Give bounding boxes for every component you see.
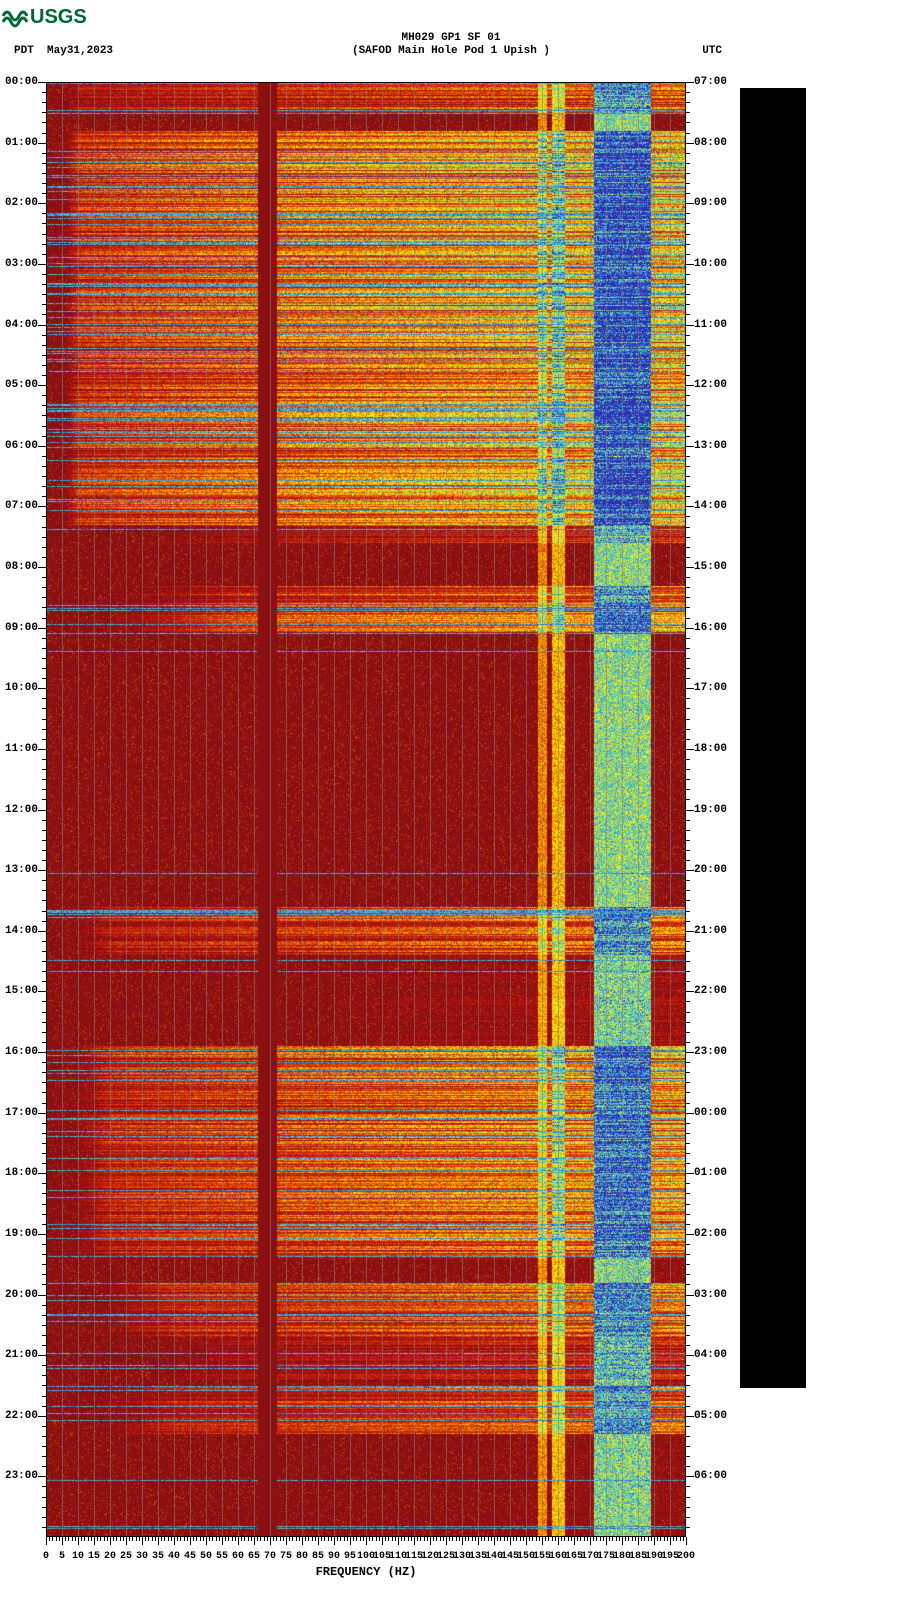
left-tz-label: PDT [14,45,34,57]
ytick-right: 12:00 [694,379,744,391]
xtick-label: 15 [88,1551,100,1562]
ytick-right: 14:00 [694,500,744,512]
ytick-right: 13:00 [694,440,744,452]
xtick-label: 0 [43,1551,49,1562]
ytick-right: 04:00 [694,1349,744,1361]
spectrogram-plot: 00:0007:0001:0008:0002:0009:0003:0010:00… [46,82,686,1537]
ytick-right: 22:00 [694,985,744,997]
usgs-logo-text: USGS [30,6,87,29]
ytick-left: 07:00 [0,500,38,512]
xtick-label: 95 [344,1551,356,1562]
ytick-left: 04:00 [0,319,38,331]
xtick-label: 40 [168,1551,180,1562]
ytick-left: 05:00 [0,379,38,391]
xtick-label: 30 [136,1551,148,1562]
header-date: May31,2023 [47,45,113,57]
header-right-tz: UTC [702,45,722,57]
ytick-right: 07:00 [694,76,744,88]
ytick-right: 20:00 [694,864,744,876]
ytick-right: 08:00 [694,137,744,149]
ytick-right: 06:00 [694,1470,744,1482]
xtick-label: 45 [184,1551,196,1562]
ytick-right: 10:00 [694,258,744,270]
ytick-left: 08:00 [0,561,38,573]
ytick-right: 03:00 [694,1289,744,1301]
plot-title-line1: MH029 GP1 SF 01 [0,32,902,44]
ytick-left: 15:00 [0,985,38,997]
ytick-left: 22:00 [0,1410,38,1422]
xtick-label: 85 [312,1551,324,1562]
ytick-right: 00:00 [694,1107,744,1119]
x-axis-label: FREQUENCY (HZ) [46,1565,686,1579]
xtick-label: 200 [677,1551,695,1562]
ytick-left: 20:00 [0,1289,38,1301]
ytick-right: 21:00 [694,925,744,937]
ytick-right: 09:00 [694,197,744,209]
xtick-label: 55 [216,1551,228,1562]
xtick-label: 80 [296,1551,308,1562]
ytick-right: 23:00 [694,1046,744,1058]
ytick-left: 19:00 [0,1228,38,1240]
ytick-right: 15:00 [694,561,744,573]
xtick-label: 10 [72,1551,84,1562]
ytick-left: 13:00 [0,864,38,876]
ytick-left: 18:00 [0,1167,38,1179]
ytick-right: 05:00 [694,1410,744,1422]
ytick-left: 16:00 [0,1046,38,1058]
xtick-label: 60 [232,1551,244,1562]
ytick-left: 11:00 [0,743,38,755]
ytick-left: 21:00 [0,1349,38,1361]
xtick-label: 35 [152,1551,164,1562]
ytick-right: 17:00 [694,682,744,694]
header-left: PDT May31,2023 [14,45,113,57]
ytick-left: 01:00 [0,137,38,149]
spectrogram-canvas [46,82,686,1537]
page-container: USGS MH029 GP1 SF 01 (SAFOD Main Hole Po… [0,0,902,1613]
ytick-left: 09:00 [0,622,38,634]
plot-title-line2: (SAFOD Main Hole Pod 1 Upish ) [0,45,902,57]
ytick-left: 23:00 [0,1470,38,1482]
xtick-label: 25 [120,1551,132,1562]
xtick-label: 70 [264,1551,276,1562]
xtick-label: 75 [280,1551,292,1562]
xtick-label: 90 [328,1551,340,1562]
xtick-label: 50 [200,1551,212,1562]
ytick-left: 12:00 [0,804,38,816]
xtick-label: 20 [104,1551,116,1562]
ytick-left: 17:00 [0,1107,38,1119]
ytick-left: 00:00 [0,76,38,88]
xtick-label: 5 [59,1551,65,1562]
ytick-right: 19:00 [694,804,744,816]
ytick-right: 18:00 [694,743,744,755]
ytick-left: 03:00 [0,258,38,270]
usgs-logo: USGS [2,2,92,32]
ytick-right: 11:00 [694,319,744,331]
ytick-right: 02:00 [694,1228,744,1240]
ytick-left: 14:00 [0,925,38,937]
ytick-right: 01:00 [694,1167,744,1179]
ytick-left: 02:00 [0,197,38,209]
ytick-right: 16:00 [694,622,744,634]
ytick-left: 10:00 [0,682,38,694]
ytick-left: 06:00 [0,440,38,452]
usgs-wave-icon [2,4,28,30]
xtick-label: 65 [248,1551,260,1562]
colorbar [740,88,806,1388]
